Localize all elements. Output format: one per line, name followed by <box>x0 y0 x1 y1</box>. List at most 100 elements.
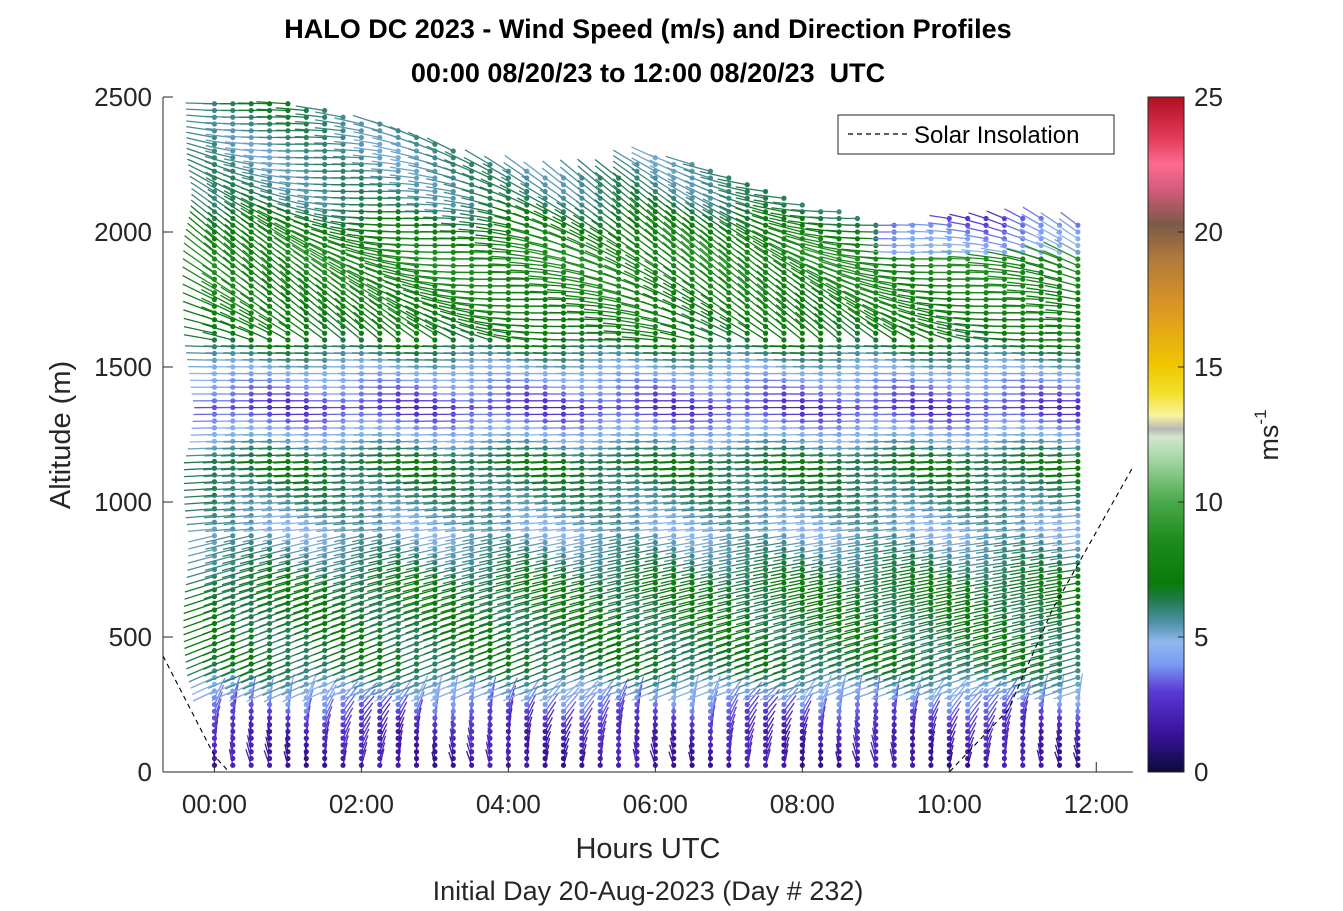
wind-vector <box>205 528 233 533</box>
wind-vector <box>184 501 215 505</box>
wind-vector <box>324 698 334 719</box>
wind-vector-head <box>230 539 236 546</box>
wind-vector <box>202 460 233 464</box>
wind-vector-head <box>285 195 291 201</box>
wind-vector-head <box>469 762 475 768</box>
wind-vector-head <box>505 539 511 546</box>
wind-vector-head <box>671 539 677 546</box>
wind-vector-head <box>248 310 254 316</box>
wind-vector <box>294 135 325 139</box>
wind-vector-head <box>505 735 511 741</box>
wind-vector-head <box>469 735 475 741</box>
wind-vector <box>274 474 307 478</box>
wind-vector <box>511 284 546 287</box>
wind-vector <box>200 288 234 307</box>
wind-vector-head <box>432 735 438 741</box>
wind-vector-head <box>413 458 420 465</box>
wind-vector-head <box>230 472 236 478</box>
wind-vector <box>204 514 233 519</box>
wind-vector-head <box>266 323 273 330</box>
wind-vector-head <box>248 242 254 249</box>
wind-vector <box>274 481 307 485</box>
wind-vector-head <box>505 263 511 269</box>
wind-vector-head <box>358 479 365 485</box>
wind-vector-head <box>377 708 383 714</box>
wind-vector-head <box>524 755 530 762</box>
wind-vector <box>188 548 215 557</box>
wind-vector-head <box>616 560 622 566</box>
wind-vector-head <box>395 742 401 748</box>
wind-vector <box>189 175 215 193</box>
wind-vector-head <box>432 701 438 708</box>
wind-vector-head <box>505 742 511 748</box>
wind-vector-head <box>303 546 309 552</box>
wind-vector <box>275 114 307 118</box>
wind-vector-head <box>211 182 218 188</box>
wind-vector-head <box>505 472 511 478</box>
wind-vector-head <box>211 742 218 748</box>
wind-vector-head <box>285 708 291 714</box>
wind-vector <box>530 298 564 301</box>
wind-vector <box>293 609 325 621</box>
wind-vector-head <box>671 472 677 478</box>
wind-vector-head <box>377 722 383 728</box>
wind-vector-head <box>634 708 640 714</box>
wind-vector-head <box>616 458 622 465</box>
wind-vector-head <box>285 715 291 721</box>
wind-vector-head <box>505 708 511 714</box>
wind-vector <box>188 670 215 683</box>
wind-vector-head <box>230 303 236 309</box>
wind-vector-head <box>266 283 273 289</box>
wind-vector <box>261 508 288 512</box>
wind-vector-head <box>487 222 493 228</box>
wind-vector-head <box>487 472 493 478</box>
wind-vector-head <box>560 263 567 269</box>
wind-vector <box>242 676 270 690</box>
wind-vector <box>301 690 325 702</box>
wind-vector <box>209 683 234 696</box>
wind-vector-head <box>432 722 438 728</box>
wind-vector-head <box>560 708 567 714</box>
wind-vector-head <box>322 479 328 485</box>
wind-vector-head <box>322 722 328 728</box>
wind-vector-head <box>579 546 585 552</box>
wind-vector-head <box>652 479 658 485</box>
wind-vector <box>296 562 325 571</box>
wind-vector-head <box>377 735 383 741</box>
wind-vector-head <box>542 735 548 741</box>
wind-vector-head <box>395 755 401 762</box>
wind-vector <box>256 108 288 112</box>
wind-vector <box>257 209 289 226</box>
wind-vector-head <box>266 465 273 471</box>
wind-vector-head <box>211 533 218 539</box>
wind-vector <box>203 481 233 485</box>
wind-vector <box>279 263 307 287</box>
wind-vector-head <box>487 546 493 552</box>
wind-vector-head <box>230 715 236 721</box>
wind-vector <box>204 454 233 457</box>
wind-vector <box>221 454 252 457</box>
wind-vector <box>260 184 289 193</box>
wind-vector-head <box>211 296 218 303</box>
wind-vector-head <box>560 749 567 755</box>
wind-vector-head <box>395 458 401 465</box>
wind-vector <box>257 225 289 247</box>
wind-vector <box>205 145 233 152</box>
wind-vector-head <box>560 715 567 721</box>
wind-vector-head <box>469 722 475 728</box>
wind-vector-head <box>634 553 640 559</box>
wind-vector-head <box>597 735 603 741</box>
wind-vector <box>298 521 325 526</box>
wind-vector-head <box>579 310 585 316</box>
wind-vector-head <box>322 735 328 741</box>
wind-vector <box>275 609 307 621</box>
wind-vector <box>240 292 270 314</box>
wind-vector <box>223 494 252 498</box>
wind-vector-head <box>505 701 511 708</box>
wind-vector-head <box>432 755 438 762</box>
wind-vector <box>287 673 295 698</box>
wind-vector-head <box>450 708 456 714</box>
wind-vector-head <box>248 458 254 465</box>
wind-vector-head <box>395 715 401 721</box>
wind-vector-head <box>616 310 622 316</box>
